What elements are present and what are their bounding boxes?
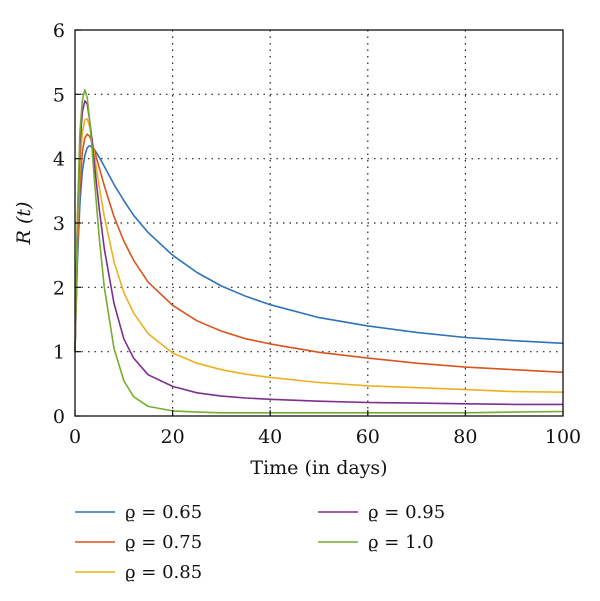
y-tick-label: 0 xyxy=(53,406,65,428)
legend-label: ϱ = 0.85 xyxy=(125,562,202,583)
series-line-4 xyxy=(74,89,564,414)
legend-label: ϱ = 1.0 xyxy=(368,532,434,553)
legend-entry-3: ϱ = 0.95 xyxy=(318,502,445,523)
y-tick-label: 2 xyxy=(53,277,65,299)
legend-label: ϱ = 0.95 xyxy=(368,502,445,523)
x-tick-label: 20 xyxy=(161,426,185,448)
axis-ticks: 0 20 40 60 80 100 0 1 2 3 4 5 6 xyxy=(53,20,581,448)
legend-label: ϱ = 0.65 xyxy=(125,502,202,523)
y-tick-label: 6 xyxy=(53,20,65,42)
legend-entry-2: ϱ = 0.85 xyxy=(75,562,202,583)
x-tick-label: 80 xyxy=(453,426,477,448)
y-tick-label: 1 xyxy=(53,342,65,364)
series-line-3 xyxy=(74,100,563,406)
series-line-2 xyxy=(74,118,564,393)
grid-lines xyxy=(75,30,563,416)
x-tick-label: 60 xyxy=(356,426,380,448)
series-line-0 xyxy=(74,145,564,352)
series-lines xyxy=(74,89,564,414)
y-tick-label: 5 xyxy=(53,84,65,106)
legend-label: ϱ = 0.75 xyxy=(125,532,202,553)
series-line-1 xyxy=(74,133,564,374)
legend: ϱ = 0.65 ϱ = 0.75 ϱ = 0.85 ϱ = 0.95 ϱ = 1.0 xyxy=(75,502,445,583)
x-tick-label: 0 xyxy=(69,426,81,448)
y-axis-label: R (t) xyxy=(13,202,35,246)
legend-entry-0: ϱ = 0.65 xyxy=(75,502,202,523)
y-tick-label: 4 xyxy=(53,149,65,171)
x-axis-label: Time (in days) xyxy=(250,457,387,479)
y-tick-label: 3 xyxy=(53,213,65,235)
x-tick-label: 100 xyxy=(545,426,581,448)
legend-entry-4: ϱ = 1.0 xyxy=(318,532,434,553)
x-tick-label: 40 xyxy=(258,426,282,448)
plot-frame xyxy=(74,29,564,417)
legend-entry-1: ϱ = 0.75 xyxy=(75,532,202,553)
